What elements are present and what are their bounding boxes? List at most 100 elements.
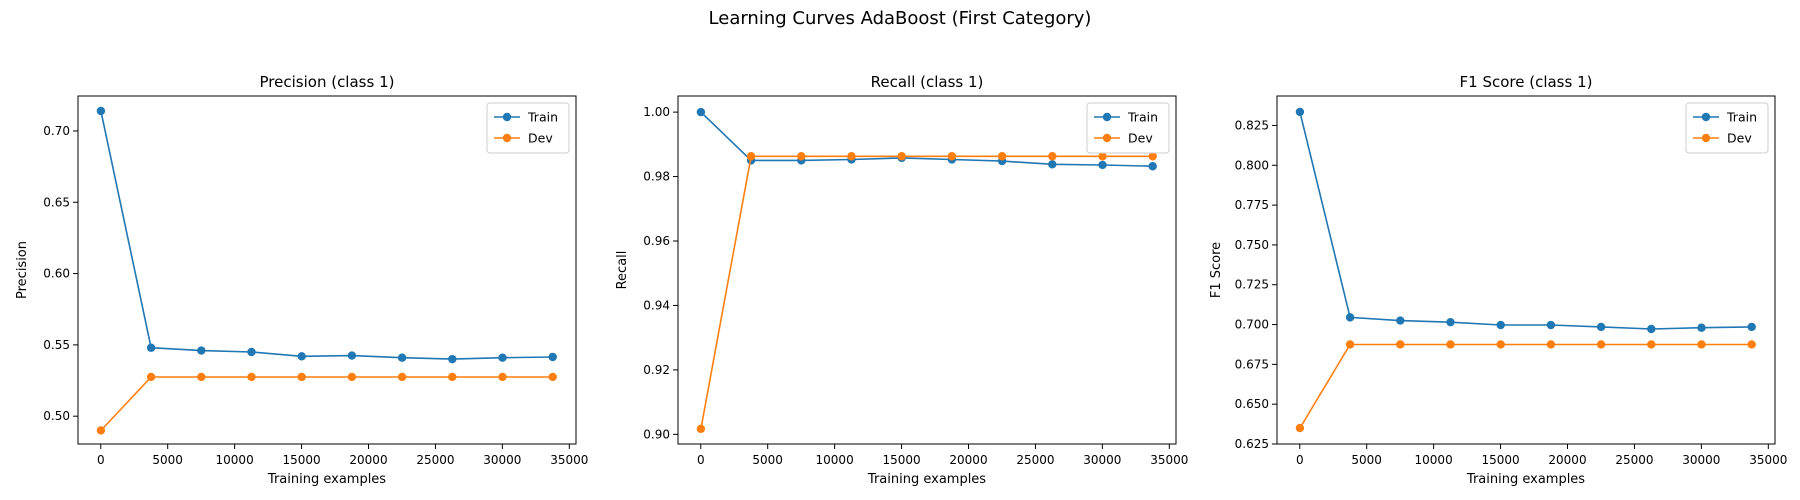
y-tick-label: 0.50	[43, 409, 70, 423]
x-tick-label: 5000	[1351, 453, 1382, 467]
series-point-train	[96, 106, 106, 116]
series-point-dev	[1647, 340, 1656, 349]
series-point-train	[1546, 320, 1556, 330]
y-axis-label: F1 Score	[1209, 242, 1224, 298]
series-point-train	[548, 352, 557, 362]
x-tick-label: 15000	[1481, 453, 1519, 467]
series-point-train	[1295, 107, 1305, 117]
series-point-dev	[1546, 340, 1556, 349]
x-tick-label: 15000	[882, 453, 920, 467]
subplot-title: F1 Score (class 1)	[1460, 73, 1593, 91]
series-line-train	[100, 110, 553, 360]
y-tick-label: 0.98	[643, 170, 670, 184]
series-line-dev	[1299, 343, 1752, 429]
y-tick-label: 0.700	[1235, 318, 1269, 332]
y-tick-label: 0.96	[643, 234, 670, 248]
series-point-dev	[947, 152, 957, 161]
series-point-dev	[1148, 152, 1157, 161]
x-axis-label: Training examples	[1466, 472, 1585, 487]
y-tick-label: 0.675	[1235, 357, 1269, 371]
x-tick-label: 20000	[949, 453, 987, 467]
series-point-train	[297, 352, 306, 361]
x-tick-label: 5000	[152, 453, 183, 467]
series-point-train	[1697, 323, 1706, 332]
series-point-train	[1747, 322, 1756, 332]
subplot-title: Precision (class 1)	[260, 73, 395, 91]
x-tick-label: 30000	[1083, 453, 1121, 467]
series-point-dev	[847, 152, 856, 161]
series-point-train	[696, 107, 706, 117]
series-point-dev	[247, 372, 256, 382]
x-tick-label: 10000	[216, 453, 254, 467]
y-tick-label: 0.725	[1235, 278, 1269, 292]
x-tick-label: 10000	[1415, 453, 1453, 467]
series-point-train	[397, 353, 407, 362]
series-point-dev	[397, 372, 407, 382]
legend-marker-dev	[502, 133, 512, 143]
legend-marker-dev	[1102, 133, 1112, 143]
series-point-train	[1048, 160, 1057, 169]
series-point-train	[1148, 162, 1157, 171]
series-point-dev	[448, 372, 457, 382]
y-tick-label: 0.94	[643, 298, 670, 312]
x-tick-label: 30000	[483, 453, 521, 467]
series-point-dev	[197, 372, 206, 382]
x-tick-label: 25000	[416, 453, 454, 467]
legend-label-train: Train	[1726, 110, 1757, 125]
series-point-dev	[498, 372, 507, 382]
y-axis-label: Precision	[15, 241, 30, 299]
y-tick-label: 0.750	[1235, 238, 1269, 252]
series-point-dev	[146, 372, 156, 382]
series-point-dev	[297, 372, 306, 382]
series-point-train	[1345, 313, 1355, 322]
series-point-dev	[548, 372, 557, 382]
x-axis-label: Training examples	[867, 472, 986, 487]
x-tick-label: 25000	[1615, 453, 1653, 467]
series-point-dev	[1295, 423, 1305, 433]
x-tick-label: 20000	[349, 453, 387, 467]
x-tick-label: 5000	[752, 453, 783, 467]
series-point-train	[498, 353, 507, 362]
y-tick-label: 0.650	[1235, 397, 1269, 411]
series-point-dev	[1496, 340, 1505, 349]
x-tick-label: 0	[97, 453, 105, 467]
plot-frame	[677, 95, 1177, 445]
series-point-dev	[797, 152, 806, 161]
series-point-train	[1647, 324, 1656, 334]
series-point-dev	[1048, 152, 1057, 161]
series-point-dev	[96, 426, 106, 435]
y-tick-label: 0.92	[643, 363, 670, 377]
series-point-train	[146, 343, 156, 352]
series-point-dev	[1747, 340, 1756, 349]
x-tick-label: 0	[697, 453, 705, 467]
y-tick-label: 0.775	[1235, 198, 1269, 212]
y-tick-label: 0.625	[1235, 437, 1269, 451]
series-point-dev	[997, 152, 1007, 161]
y-tick-label: 0.70	[43, 124, 70, 138]
series-point-train	[247, 347, 256, 357]
series-line-dev	[100, 376, 553, 432]
series-point-dev	[1697, 340, 1706, 349]
y-tick-label: 0.90	[643, 427, 670, 441]
x-tick-label: 35000	[550, 453, 588, 467]
subplot-1: Precision (class 1) 0 5000 10000 15000 20000 2…	[15, 73, 588, 487]
series-point-train	[448, 354, 457, 364]
x-tick-label: 35000	[1150, 453, 1188, 467]
legend-label-train: Train	[527, 110, 558, 125]
x-tick-label: 15000	[282, 453, 320, 467]
series-point-train	[1496, 320, 1505, 330]
x-tick-label: 25000	[1016, 453, 1054, 467]
legend-label-dev: Dev	[528, 131, 553, 146]
series-point-dev	[897, 152, 906, 161]
legend-marker-train	[1102, 112, 1112, 122]
subplot-title: Recall (class 1)	[871, 73, 984, 91]
series-point-train	[1446, 317, 1455, 327]
y-tick-label: 0.55	[43, 338, 70, 352]
figure-title: Learning Curves AdaBoost (First Category…	[709, 8, 1092, 29]
subplot-panels: Precision (class 1) 0 5000 10000 15000 20000 2…	[15, 73, 1787, 487]
legend-marker-train	[502, 112, 512, 122]
y-tick-label: 0.800	[1235, 158, 1269, 172]
series-line-dev	[700, 155, 1153, 430]
x-axis-label: Training examples	[267, 472, 386, 487]
